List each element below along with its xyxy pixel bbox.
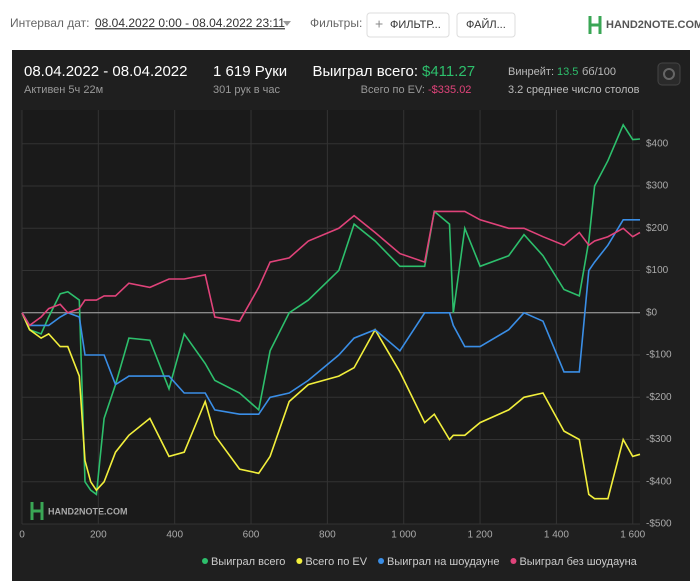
filter-button[interactable] [366, 12, 450, 38]
won-value: $411.27 [422, 63, 475, 80]
period: 08.04.2022 - 08.04.2022 [24, 63, 187, 80]
ev-label: Всего по EV: [361, 84, 425, 96]
legend-label: Выиграл всего [211, 556, 285, 568]
series-line [21, 219, 640, 415]
active-time: Активен 5ч 22м [24, 84, 103, 96]
legend-marker [296, 558, 303, 564]
filters-label: Фильтры: [310, 16, 362, 30]
date-range[interactable]: 08.04.2022 0:00 - 08.04.2022 23:11 [95, 16, 285, 30]
y-tick-label: -$500 [646, 519, 672, 530]
y-tick-label: $300 [646, 181, 669, 192]
legend-marker [510, 558, 517, 564]
plot-area [22, 110, 640, 524]
settings-button[interactable] [657, 62, 681, 86]
won-label: Выиграл всего: [312, 63, 418, 80]
y-tick-label: $200 [646, 223, 669, 234]
y-tick-label: -$400 [646, 476, 672, 487]
winrate-unit: бб/100 [582, 66, 616, 78]
hands: 1 619 Руки [213, 63, 287, 80]
filter-button-label: ФИЛЬТР... [390, 19, 441, 31]
x-tick-label: 800 [319, 530, 336, 541]
x-tick-label: 1 200 [468, 530, 493, 541]
x-tick-label: 200 [90, 530, 107, 541]
hands-per-hour: 301 рук в час [213, 84, 281, 96]
x-tick-label: 1 600 [620, 530, 645, 541]
toolbar [0, 0, 700, 46]
series-line [21, 210, 641, 327]
file-button[interactable] [456, 12, 516, 38]
logo-text: HAND2NOTE.COM [606, 19, 700, 31]
file-button-label: ФАЙЛ... [466, 18, 506, 31]
y-tick-label: $0 [646, 307, 658, 318]
logo-icon [588, 16, 602, 34]
watermark-icon [30, 502, 44, 520]
y-tick-label: $400 [646, 138, 669, 149]
legend-label: Выиграл без шоудауна [519, 556, 637, 568]
legend-marker [378, 558, 385, 564]
winrate-value: 13.5 [557, 66, 578, 78]
series-line [21, 312, 641, 500]
x-tick-label: 1 400 [544, 530, 569, 541]
y-tick-label: -$300 [646, 434, 672, 445]
x-tick-label: 1 000 [391, 530, 416, 541]
watermark: HAND2NOTE.COM [48, 506, 128, 516]
winrate-label: Винрейт: [508, 66, 554, 78]
ev-value: -$335.02 [428, 84, 471, 96]
x-tick-label: 0 [19, 530, 25, 541]
x-tick-label: 600 [243, 530, 260, 541]
legend-label: Выиграл на шоудауне [387, 556, 499, 568]
date-label: Интервал дат: [10, 16, 89, 30]
series-line [21, 123, 641, 496]
dropdown-arrow[interactable] [283, 21, 291, 26]
plus-icon: + [375, 16, 383, 32]
legend-label: Всего по EV [305, 556, 367, 568]
x-tick-label: 400 [166, 530, 183, 541]
y-tick-label: -$200 [646, 392, 672, 403]
y-tick-label: -$100 [646, 350, 672, 361]
legend-marker [202, 558, 208, 564]
y-tick-label: $100 [646, 265, 669, 276]
tables: 3.2 среднее число столов [508, 84, 640, 96]
gear-icon [663, 68, 675, 80]
